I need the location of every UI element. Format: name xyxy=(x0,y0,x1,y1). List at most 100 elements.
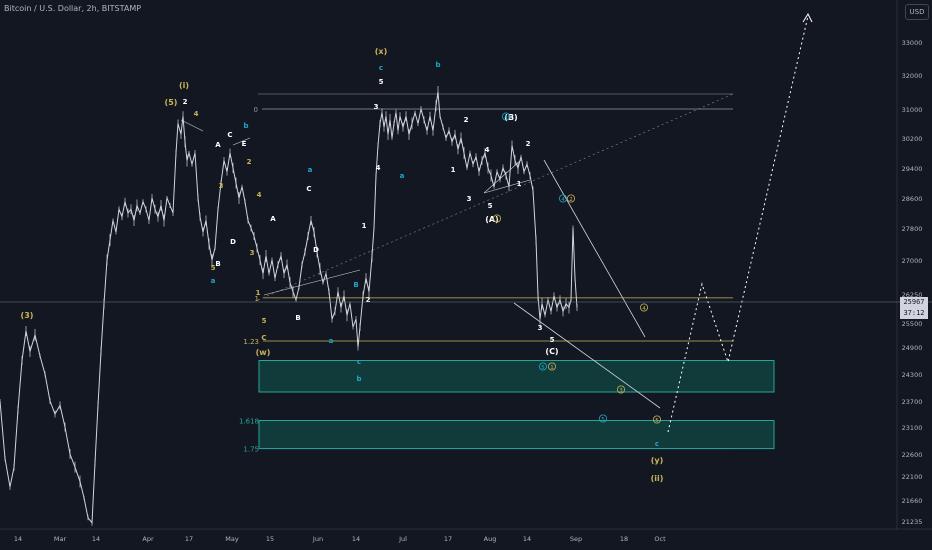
wave-label: (w) xyxy=(256,348,271,357)
wave-label: 4 xyxy=(485,146,490,154)
wave-label: 3 xyxy=(250,249,255,257)
wave-label: b xyxy=(243,122,248,130)
projection-path xyxy=(667,12,813,433)
wave-label: D xyxy=(313,246,319,254)
channel-line-dotted xyxy=(257,93,734,301)
candle-countdown: 37:12 xyxy=(903,309,925,317)
x-tick-label: Jun xyxy=(312,535,323,543)
wave-label: c xyxy=(357,358,361,366)
wave-label: 3 xyxy=(467,195,472,203)
wave-circle xyxy=(559,194,568,203)
wave-label: B xyxy=(353,281,358,289)
y-tick-label: 32000 xyxy=(902,72,923,80)
wave-circle xyxy=(548,362,557,371)
y-tick-label: 26250 xyxy=(902,291,923,299)
level-label-1: 0 xyxy=(254,106,258,114)
wave-label: 4 xyxy=(376,164,381,172)
x-tick-label: Jul xyxy=(398,535,407,543)
target-zone-1 xyxy=(258,360,775,393)
y-tick-label: 24300 xyxy=(902,371,923,379)
wave-label: (i) xyxy=(179,81,189,90)
y-tick-label: 23700 xyxy=(902,398,923,406)
wedge-small-2 xyxy=(483,179,531,194)
wave-circle xyxy=(617,385,626,394)
wave-label: 5 xyxy=(550,336,555,344)
wave-label: 2 xyxy=(464,116,469,124)
wave-circled-label: 2 xyxy=(569,197,573,203)
x-tick-label: 18 xyxy=(620,535,628,543)
price-series xyxy=(0,86,578,526)
y-tick-label: 31000 xyxy=(902,106,923,114)
x-tick-label: 17 xyxy=(444,535,452,543)
y-tick-label: 23100 xyxy=(902,424,923,432)
y-tick-label: 22600 xyxy=(902,451,923,459)
wave-label: A xyxy=(270,215,276,223)
level-label-4: 1.618 xyxy=(239,418,259,426)
wave-label: D xyxy=(230,238,236,246)
wave-label: 2 xyxy=(247,158,252,166)
wave-circle xyxy=(640,303,649,312)
wave-circled-label: 4 xyxy=(642,306,646,312)
wave-label: 2 xyxy=(366,296,371,304)
wave-label: B xyxy=(295,314,300,322)
level-label-2: 1 xyxy=(255,295,259,303)
wave-label: A xyxy=(215,141,221,149)
wave-label: B xyxy=(215,260,220,268)
wave-label: a xyxy=(400,172,405,180)
wave-label: a xyxy=(308,166,313,174)
y-tick-label: 22100 xyxy=(902,473,923,481)
y-tick-label: 21235 xyxy=(902,518,923,526)
x-tick-label: Mar xyxy=(54,535,67,543)
wave-circle xyxy=(492,214,501,223)
wave-label: (A) xyxy=(485,215,499,224)
wave-label: 2 xyxy=(526,140,531,148)
price-line xyxy=(0,91,578,525)
wave-label: C xyxy=(261,334,266,342)
wave-circled-label: 1 xyxy=(550,365,554,371)
projection-dotted xyxy=(667,15,809,433)
x-tick-label: 17 xyxy=(185,535,193,543)
target-zone-2 xyxy=(258,420,775,450)
x-tick-label: 15 xyxy=(266,535,274,543)
wave-label: c xyxy=(379,64,383,72)
wave-label: (5) xyxy=(165,98,178,107)
wave-label: 1 xyxy=(451,166,456,174)
wave-label: 1 xyxy=(517,180,522,188)
y-tick-label: 29400 xyxy=(902,165,923,173)
wave-label: (3) xyxy=(21,311,34,320)
x-tick-label: 14 xyxy=(523,535,531,543)
wave-circled-label: 1 xyxy=(495,217,499,223)
x-tick-label: 14 xyxy=(92,535,100,543)
y-tick-label: 30200 xyxy=(902,135,923,143)
x-tick-label: Sep xyxy=(570,535,582,543)
x-tick-label: Apr xyxy=(142,535,154,543)
wave-label: C xyxy=(227,131,232,139)
y-tick-label: 27800 xyxy=(902,225,923,233)
x-tick-label: 14 xyxy=(352,535,360,543)
wave-label: 4 xyxy=(194,110,199,118)
level-label-3: 1.23 xyxy=(243,338,259,346)
y-tick-label: 25500 xyxy=(902,320,923,328)
wave-label: 2 xyxy=(183,98,188,106)
target-zones xyxy=(258,360,775,450)
wave-circled-label: 5 xyxy=(541,365,545,371)
wave-label: 5 xyxy=(211,264,216,272)
wave-label: 3 xyxy=(538,324,543,332)
wave-label: 5 xyxy=(262,317,267,325)
wave-circled-label: 5 xyxy=(655,418,659,424)
current-price-value: 25967 xyxy=(903,298,925,306)
x-tick-label: 14 xyxy=(14,535,22,543)
wave-label: C xyxy=(306,185,311,193)
wave-label: 3 xyxy=(219,182,224,190)
wave-circled-label: 3 xyxy=(619,388,623,394)
trendlines xyxy=(180,93,734,409)
wave-labels: (3) (i)(5) (x) c b b a a a a Bc b (w) (y) (ii) c (B) (A) (… xyxy=(21,47,664,483)
wave-label: E xyxy=(242,140,247,148)
x-tick-label: May xyxy=(225,535,239,543)
chart-title: Bitcoin / U.S. Dollar, 2h, BITSTAMP xyxy=(4,4,142,13)
y-tick-label: 28600 xyxy=(902,195,923,203)
wave-label: 5 xyxy=(379,78,384,86)
currency-button[interactable]: USD xyxy=(905,4,929,20)
